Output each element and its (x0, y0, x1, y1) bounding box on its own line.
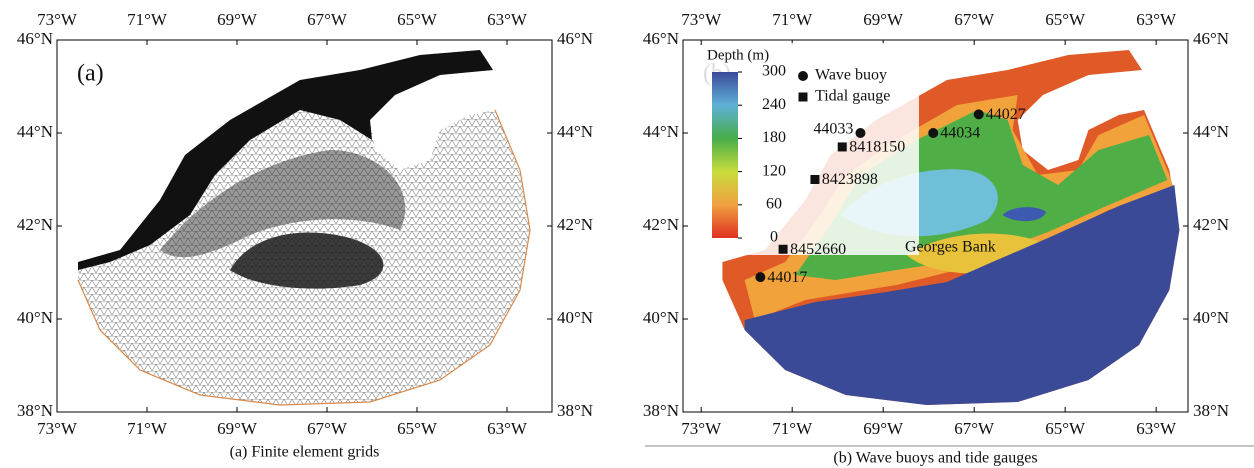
y-tick-label: 40°N (643, 308, 679, 327)
y-tick-label: 38°N (1193, 401, 1229, 420)
annotation: Georges Bank (905, 239, 996, 256)
colorbar-label: 180 (762, 129, 786, 146)
x-tick-label: 69°W (863, 419, 904, 438)
y-tick-label: 42°N (17, 215, 53, 234)
x-tick-label: 71°W (127, 10, 168, 29)
colorbar-title: Depth (m) (707, 47, 769, 63)
x-tick-label: 63°W (487, 10, 528, 29)
x-tick-label: 67°W (954, 10, 995, 29)
x-tick-label: 63°W (1136, 10, 1177, 29)
tidal-gauge (810, 175, 819, 184)
figure: 73°W 73°W 71°W 71°W 69°W 69°W 67°W 67°W 65°W 65°W… (0, 0, 1254, 468)
y-tick-label: 46°N (643, 29, 679, 48)
y-tick-label: 38°N (643, 401, 679, 420)
colorbar-label: 120 (762, 162, 786, 179)
y-tick-label: 40°N (1193, 308, 1229, 327)
x-tick-label: 73°W (37, 10, 78, 29)
x-tick-label: 73°W (681, 419, 722, 438)
x-tick-label: 71°W (772, 10, 813, 29)
colorbar-label: 240 (762, 96, 786, 113)
colorbar-label: 300 (762, 63, 786, 80)
y-tick-label: 46°N (557, 29, 593, 48)
y-tick-label: 38°N (557, 401, 593, 420)
x-tick-label: 65°W (397, 10, 438, 29)
y-tick-label: 44°N (643, 122, 679, 141)
y-tick-label: 44°N (1193, 122, 1229, 141)
y-tick-label: 38°N (17, 401, 53, 420)
panel-label: (a) (77, 61, 104, 87)
wave-buoy (855, 128, 865, 138)
colorbar (712, 72, 738, 238)
y-tick-label: 46°N (1193, 29, 1229, 48)
x-tick-label: 67°W (307, 419, 348, 438)
y-tick-label: 40°N (557, 308, 593, 327)
x-tick-label: 73°W (681, 10, 722, 29)
station-label: 8452660 (790, 241, 846, 258)
x-tick-label: 71°W (772, 419, 813, 438)
x-tick-label: 73°W (37, 419, 78, 438)
y-tick-label: 42°N (643, 215, 679, 234)
legend-symbol (799, 93, 808, 102)
y-tick-label: 42°N (557, 215, 593, 234)
mesh-map (78, 50, 530, 405)
x-tick-label: 65°W (1045, 10, 1086, 29)
station-label: 44034 (940, 125, 980, 142)
y-tick-label: 44°N (17, 122, 53, 141)
station-label: 44033 (813, 121, 853, 138)
y-tick-label: 42°N (1193, 215, 1229, 234)
x-tick-label: 67°W (307, 10, 348, 29)
legend-symbol (798, 71, 808, 81)
colorbar-label: 60 (766, 195, 782, 212)
caption: (b) Wave buoys and tide gauges (833, 450, 1037, 467)
tidal-gauge (838, 142, 847, 151)
caption: (a) Finite element grids (230, 444, 380, 461)
x-tick-label: 67°W (954, 419, 995, 438)
station-label: 8418150 (849, 139, 905, 156)
y-tick-label: 40°N (17, 308, 53, 327)
legend-label: Tidal gauge (815, 88, 890, 105)
station-label: 44027 (986, 106, 1026, 123)
x-tick-label: 69°W (863, 10, 904, 29)
x-tick-label: 65°W (397, 419, 438, 438)
station-label: 8423898 (822, 171, 878, 188)
wave-buoy (974, 109, 984, 119)
colorbar-label: 0 (770, 229, 778, 246)
y-tick-label: 44°N (557, 122, 593, 141)
x-tick-label: 71°W (127, 419, 168, 438)
y-tick-label: 46°N (17, 29, 53, 48)
x-tick-label: 63°W (487, 419, 528, 438)
station-label: 44017 (767, 269, 807, 286)
legend-label: Wave buoy (815, 67, 887, 84)
wave-buoy (928, 128, 938, 138)
x-tick-label: 63°W (1136, 419, 1177, 438)
x-tick-label: 69°W (217, 419, 258, 438)
tidal-gauge (779, 245, 788, 254)
x-tick-label: 65°W (1045, 419, 1086, 438)
x-tick-label: 69°W (217, 10, 258, 29)
wave-buoy (755, 272, 765, 282)
